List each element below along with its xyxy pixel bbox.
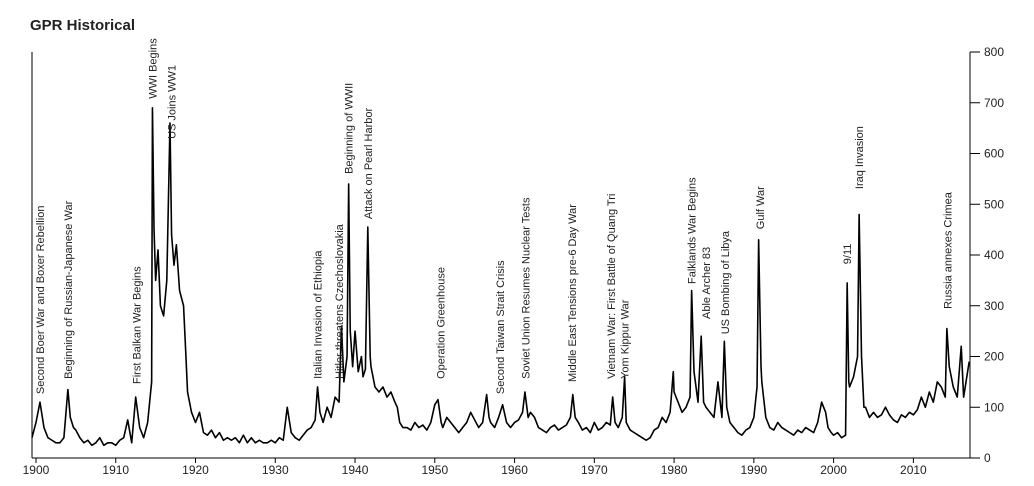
y-tick-label: 100: [984, 400, 1004, 414]
y-tick-label: 0: [984, 451, 991, 465]
annotation: Russia annexes Crimea: [943, 191, 955, 309]
series-line: [31, 107, 970, 447]
annotation: Beginning of Russian-Japanese War: [63, 200, 75, 378]
annotation: Vietnam War: First Battle of Quang Tri: [606, 194, 618, 379]
y-tick-label: 500: [984, 197, 1004, 211]
annotation: US Joins WW1: [167, 65, 179, 139]
y-tick-label: 300: [984, 299, 1004, 313]
y-tick-label: 600: [984, 147, 1004, 161]
y-tick-label: 700: [984, 96, 1004, 110]
x-tick-label: 1950: [421, 463, 448, 477]
x-tick-label: 2000: [820, 463, 847, 477]
annotation: Yom Kippur War: [620, 299, 632, 379]
annotation: Iraq Invasion: [854, 126, 866, 189]
annotation: Soviet Union Resumes Nuclear Tests: [521, 197, 533, 379]
annotation: Able Archer 83: [701, 247, 713, 319]
x-tick-label: 1980: [661, 463, 688, 477]
annotation: Second Taiwan Strait Crisis: [495, 260, 507, 394]
x-tick-label: 1930: [262, 463, 289, 477]
x-tick-label: 1970: [581, 463, 608, 477]
annotation: Beginning of WWII: [344, 83, 356, 174]
x-tick-label: 2010: [900, 463, 927, 477]
annotation: WWI Begins: [147, 38, 159, 99]
y-tick-label: 400: [984, 248, 1004, 262]
annotation: Middle East Tensions pre-6 Day War: [567, 204, 579, 382]
annotation: Italian Invasion of Ethiopia: [313, 250, 325, 379]
y-tick-label: 800: [984, 45, 1004, 59]
x-tick-label: 1920: [182, 463, 209, 477]
annotation: Falklands War Begins: [687, 177, 699, 284]
x-tick-label: 1910: [102, 463, 129, 477]
x-tick-label: 1960: [501, 463, 528, 477]
chart-title: GPR Historical: [30, 17, 135, 34]
annotation: 9/11: [842, 244, 854, 265]
annotation: US Bombing of Libya: [720, 230, 732, 334]
x-tick-label: 1900: [23, 463, 50, 477]
annotation: Gulf War: [755, 186, 767, 229]
annotation: Operation Greenhouse: [435, 267, 447, 379]
annotation: Attack on Pearl Harbor: [363, 107, 375, 219]
annotation: Hitler threatens Czechoslovakia: [334, 223, 346, 379]
annotation: First Balkan War Begins: [132, 266, 144, 384]
x-tick-label: 1990: [740, 463, 767, 477]
annotation: Second Boer War and Boxer Rebellion: [35, 206, 47, 395]
y-tick-label: 200: [984, 350, 1004, 364]
x-tick-label: 1940: [342, 463, 369, 477]
